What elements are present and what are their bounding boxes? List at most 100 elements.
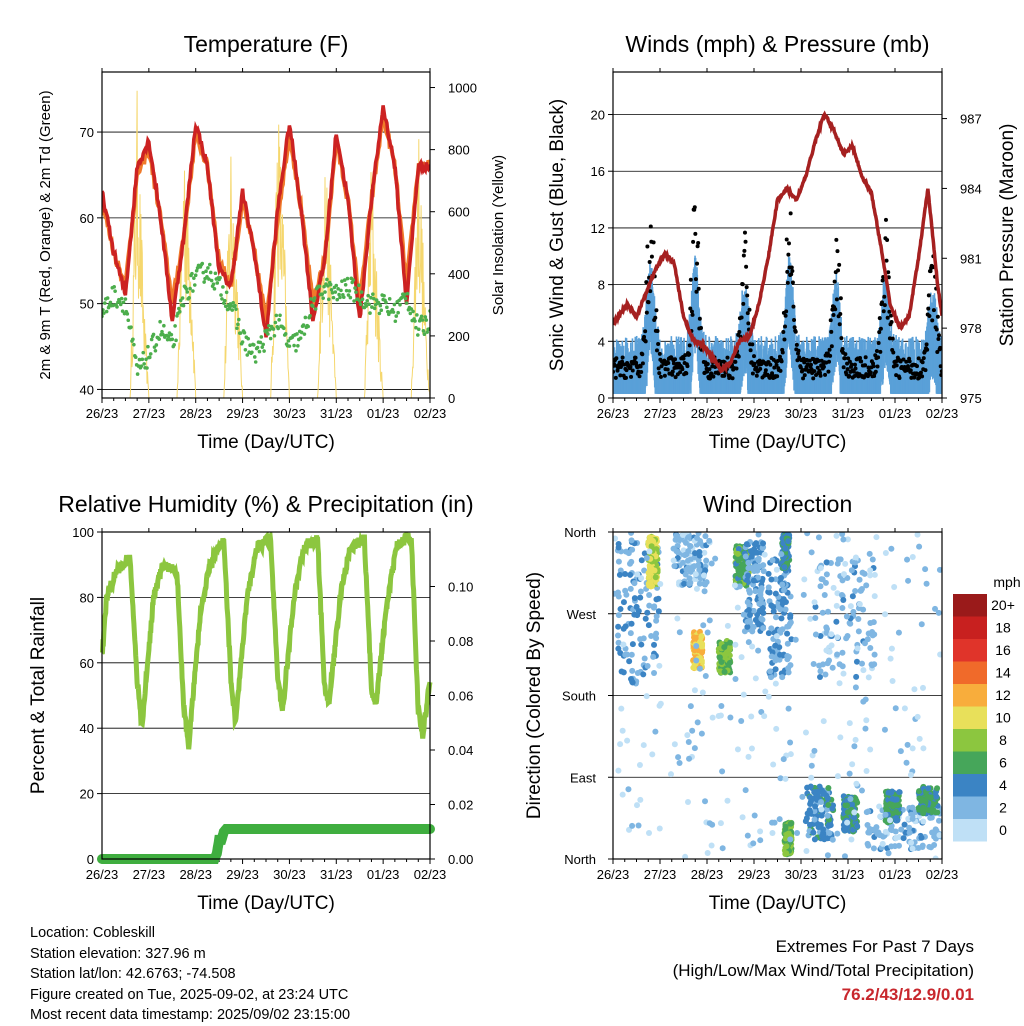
dewpoint-point xyxy=(313,307,318,311)
gust-point xyxy=(646,300,651,305)
direction-point xyxy=(860,667,867,674)
legend-label: 16 xyxy=(995,642,1011,658)
gust-point xyxy=(847,374,852,379)
gust-point xyxy=(920,374,925,379)
direction-point xyxy=(811,747,818,754)
gust-point xyxy=(912,375,917,380)
direction-point xyxy=(869,662,876,669)
legend-title: mph xyxy=(993,574,1020,590)
y-tick-label: North xyxy=(564,525,596,540)
direction-point xyxy=(703,557,710,564)
direction-point xyxy=(806,794,813,801)
direction-point xyxy=(787,836,794,843)
dewpoint-point xyxy=(153,348,158,353)
direction-point xyxy=(682,539,689,546)
gust-point xyxy=(802,373,807,378)
direction-point xyxy=(894,802,901,809)
gust-point xyxy=(890,336,895,341)
dewpoint-point xyxy=(298,336,303,340)
y-right-tick-label: 0 xyxy=(448,391,455,406)
gust-point xyxy=(628,364,633,369)
direction-point xyxy=(628,620,635,627)
gust-point xyxy=(931,308,936,313)
direction-point xyxy=(640,671,647,678)
gust-point xyxy=(885,315,890,320)
gust-point xyxy=(670,372,675,377)
dewpoint-point xyxy=(230,308,235,312)
gust-point xyxy=(777,354,782,359)
direction-point xyxy=(829,805,836,812)
y-right-tick-label: 978 xyxy=(960,321,982,336)
direction-point xyxy=(627,571,634,578)
dewpoint-point xyxy=(325,277,329,282)
direction-point xyxy=(808,549,815,556)
gust-point xyxy=(849,362,854,367)
series-total-precipitation xyxy=(97,824,435,864)
gust-point xyxy=(916,356,921,361)
direction-point xyxy=(844,536,851,543)
gust-point xyxy=(744,264,749,269)
dewpoint-point xyxy=(274,313,279,318)
gust-point xyxy=(845,367,850,372)
dewpoint-point xyxy=(151,332,156,337)
direction-point xyxy=(869,632,876,639)
direction-point xyxy=(876,803,883,810)
x-axis-label: Time (Day/UTC) xyxy=(197,893,335,914)
direction-point xyxy=(853,658,860,665)
gust-point xyxy=(875,364,880,369)
gust-point xyxy=(782,337,787,342)
direction-point xyxy=(840,670,847,677)
dewpoint-point xyxy=(359,290,364,294)
direction-point xyxy=(759,605,766,612)
dewpoint-point xyxy=(180,296,185,300)
dewpoint-point xyxy=(387,297,392,301)
direction-point xyxy=(735,545,742,552)
dewpoint-point xyxy=(185,290,190,294)
gust-point xyxy=(678,370,683,375)
direction-point xyxy=(752,675,759,682)
direction-point xyxy=(738,717,745,724)
gust-point xyxy=(918,370,923,375)
dewpoint-point xyxy=(250,350,254,355)
dewpoint-point xyxy=(157,337,161,341)
direction-point xyxy=(692,571,699,578)
dewpoint-point xyxy=(306,324,310,329)
y-tick-label: 20 xyxy=(80,787,94,802)
dewpoint-point xyxy=(287,344,292,348)
panel-4: Wind Direction 26/23 27/23 28/23 29/23 30/23 3… xyxy=(524,491,958,914)
gust-point xyxy=(877,330,882,335)
direction-point xyxy=(699,689,706,696)
direction-point xyxy=(631,611,638,618)
direction-point xyxy=(881,726,888,733)
direction-point xyxy=(861,570,868,577)
dewpoint-point xyxy=(339,288,343,293)
gust-point xyxy=(705,362,710,367)
dewpoint-point xyxy=(374,298,379,302)
direction-point xyxy=(904,741,911,748)
direction-point xyxy=(646,592,653,599)
direction-point xyxy=(746,589,753,596)
direction-point xyxy=(765,584,772,591)
dewpoint-point xyxy=(169,332,174,337)
direction-point xyxy=(629,667,636,674)
direction-point xyxy=(755,557,762,564)
dewpoint-point xyxy=(118,302,123,307)
legend-label: 20+ xyxy=(991,597,1015,613)
direction-point xyxy=(871,571,878,578)
direction-point xyxy=(625,786,632,793)
direction-point xyxy=(887,655,894,662)
legend-swatch xyxy=(953,796,987,819)
direction-point xyxy=(629,822,636,829)
gust-point xyxy=(780,350,785,355)
direction-point xyxy=(870,845,877,852)
direction-point xyxy=(920,810,927,817)
gust-point xyxy=(680,367,685,372)
direction-point xyxy=(812,614,819,621)
direction-point xyxy=(812,631,819,638)
direction-point xyxy=(776,816,783,823)
direction-point xyxy=(882,811,889,818)
y-right-tick-label: 987 xyxy=(960,112,982,127)
direction-point xyxy=(687,579,694,586)
dewpoint-point xyxy=(341,295,346,299)
dewpoint-point xyxy=(105,296,110,300)
